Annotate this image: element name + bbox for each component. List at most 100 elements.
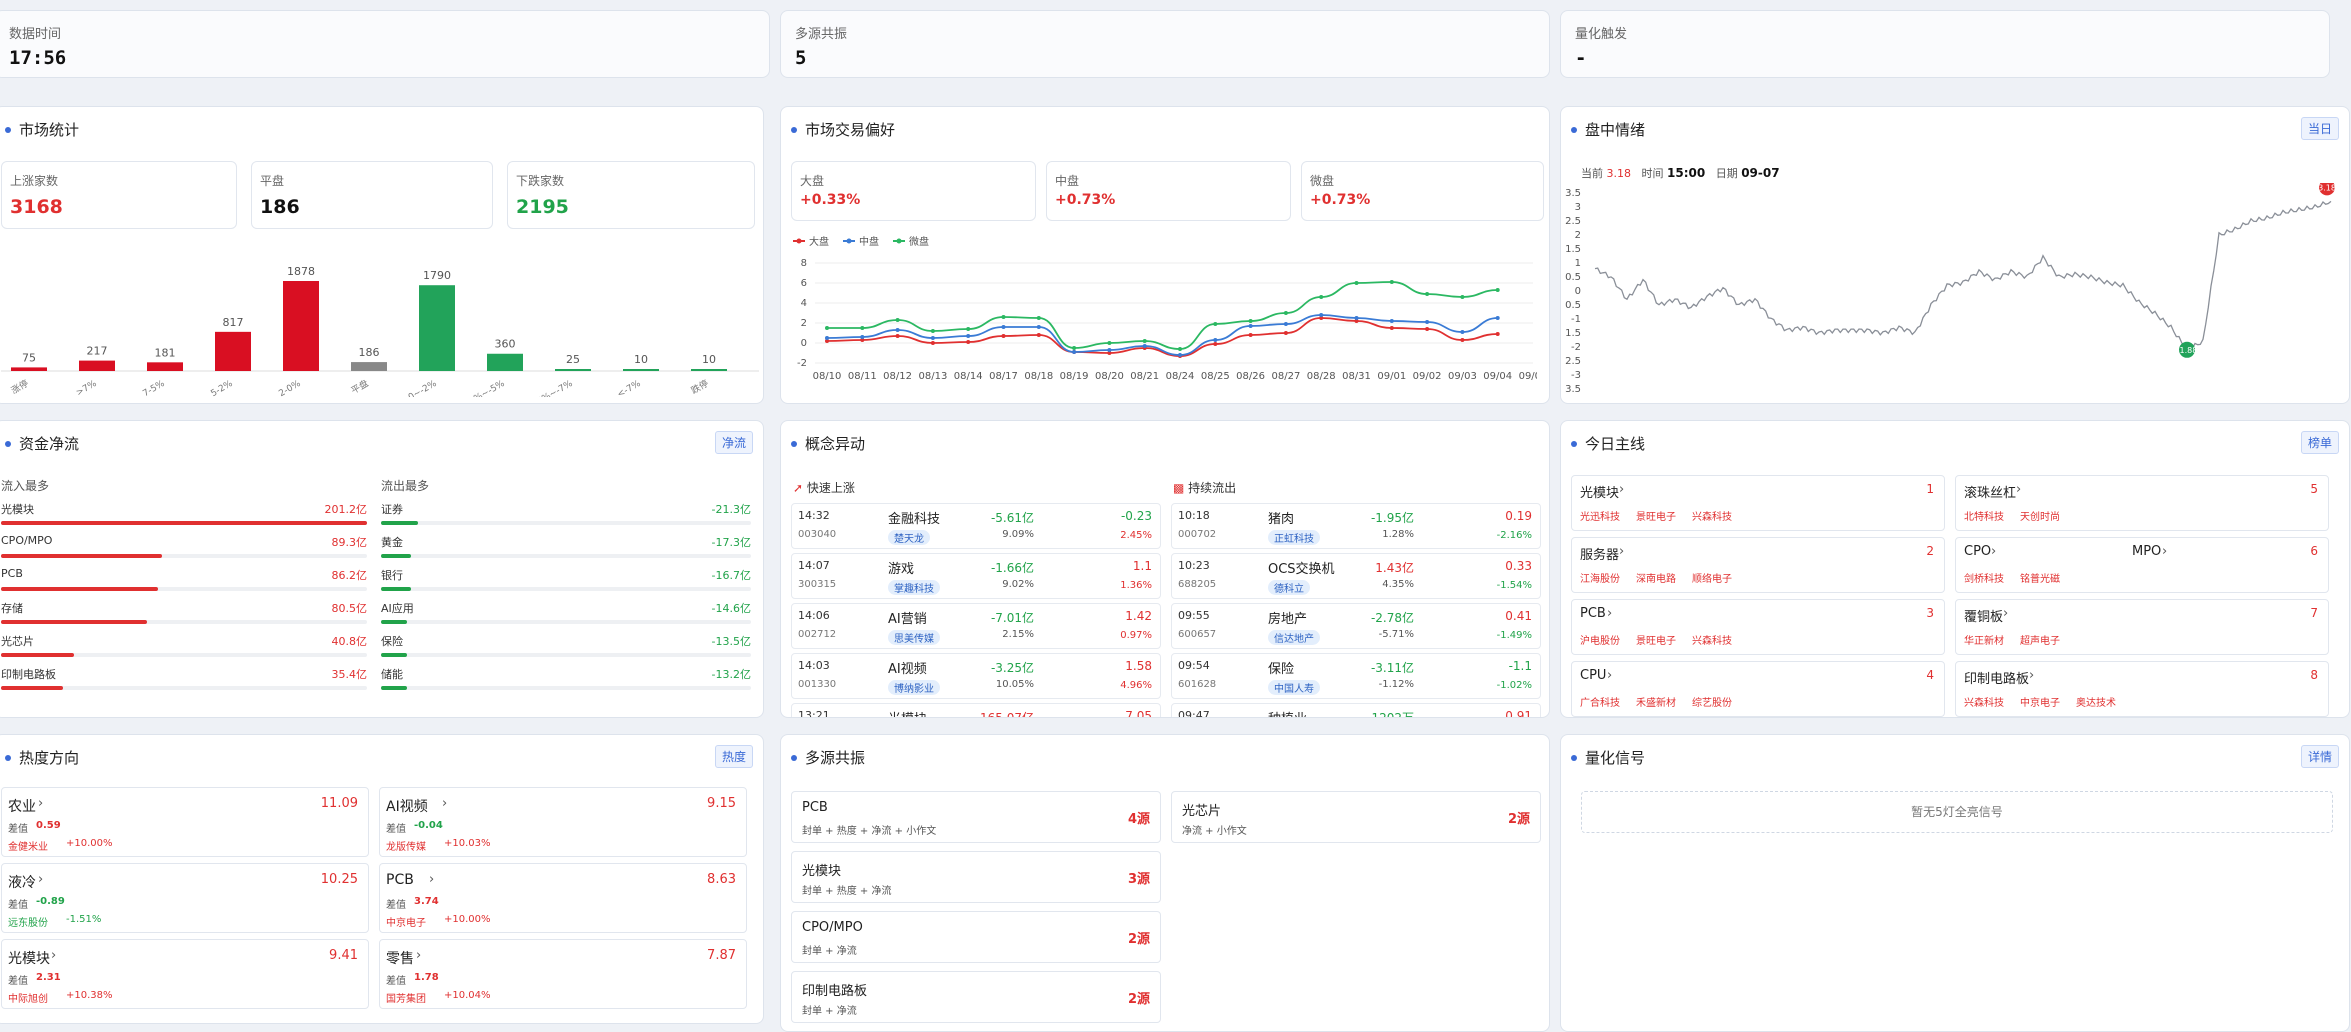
bar-value-label: 10 (634, 353, 648, 366)
series-point (930, 341, 935, 345)
quant-tag-button[interactable]: 详情 (2300, 745, 2339, 768)
heat-tag-button[interactable]: 热度 (714, 745, 753, 768)
fast-row[interactable]: 14:32 003040 金融科技 楚天龙 -5.61亿 9.09% -0.23 2.45% (791, 503, 1161, 549)
x-tick-label: 08/20 (1095, 371, 1124, 382)
inflow-row[interactable]: 光模块 201.2亿 (1, 497, 367, 527)
y-tick-label: 1.5 (1565, 244, 1581, 255)
mainline-item[interactable]: CPO › MPO › 6 剑桥科技 铭普光磁 (1955, 537, 2329, 593)
bar-value-label: 10 (702, 353, 716, 366)
out-row[interactable]: 09:55 600657 房地产 信达地产 -2.78亿 -5.71% 0.41 -1.49% (1171, 603, 1541, 649)
bar-category-label: 2-0% (277, 379, 303, 397)
bar-value-label: 186 (359, 346, 380, 359)
time-label: 时间 (1641, 167, 1664, 180)
fast-rise-title: 快速上涨 (806, 481, 855, 495)
outflow-name: 保险 (381, 635, 403, 648)
inflow-row[interactable]: 存储 80.5亿 (1, 596, 367, 626)
row-change: 1.42 (1125, 609, 1152, 623)
row-change: -1.1 (1508, 659, 1532, 673)
multi-source-item[interactable]: 光芯片 净流 + 小作文 2源 (1171, 791, 1541, 843)
row-time: 09:54 (1178, 659, 1210, 672)
outflow-row[interactable]: 黄金 -17.3亿 (381, 530, 751, 560)
series-point (1283, 311, 1288, 315)
heat-diff-value: 3.74 (414, 896, 439, 907)
mainline-stock: 北特科技 (1964, 512, 2004, 523)
outflow-row[interactable]: AI应用 -14.6亿 (381, 596, 751, 626)
multi-source-item[interactable]: 光模块 封单 + 热度 + 净流 3源 (791, 851, 1161, 903)
multi-source-value: 5 (795, 47, 807, 69)
bar (487, 353, 523, 371)
out-row[interactable]: 09:54 601628 保险 中国人寿 -3.11亿 -1.12% -1.1 -1.02% (1171, 653, 1541, 699)
heat-name: 零售 (386, 951, 414, 967)
row-time: 10:18 (1178, 509, 1210, 522)
fast-row[interactable]: 14:07 300315 游戏 掌趣科技 -1.66亿 9.02% 1.1 1.36% (791, 553, 1161, 599)
heat-stock-pct: +10.00% (444, 914, 491, 925)
chevron-right-icon: › (1607, 668, 1613, 683)
out-row[interactable]: 10:23 688205 OCS交换机 德科立 1.43亿 4.35% 0.33 -1.54% (1171, 553, 1541, 599)
heat-item[interactable]: 光模块 › 9.41 差值 2.31 中际旭创 +10.38% (1, 939, 369, 1009)
fast-row[interactable]: 14:03 001330 AI视频 博纳影业 -3.25亿 10.05% 1.58 4.96% (791, 653, 1161, 699)
inflow-row[interactable]: 光芯片 40.8亿 (1, 629, 367, 659)
multi-source-desc: 封单 + 净流 (802, 946, 857, 957)
heat-diff-label: 差值 (386, 900, 406, 911)
inflow-bar (1, 686, 64, 690)
heat-item[interactable]: PCB › 8.63 差值 3.74 中京电子 +10.00% (379, 863, 747, 933)
heat-item[interactable]: 液冷 › 10.25 差值 -0.89 远东股份 -1.51% (1, 863, 369, 933)
distribution-bar-chart: 75 涨停 217 >7% 181 7-5% 817 5-2% 1878 2-0% 186 平盘 179… (1, 265, 759, 397)
heat-item[interactable]: AI视频 › 9.15 差值 -0.04 龙版传媒 +10.03% (379, 787, 747, 857)
row-time: 13:21 (798, 709, 830, 718)
heat-score: 9.41 (329, 948, 358, 963)
mainline-item[interactable]: 光模块 › 1 光迅科技 景旺电子 兴森科技 (1571, 475, 1945, 531)
heat-stock: 龙版传媒 (386, 842, 426, 853)
heat-item[interactable]: 零售 › 7.87 差值 1.78 国芳集团 +10.04% (379, 939, 747, 1009)
heat-diff-label: 差值 (8, 900, 28, 911)
row-stock-tag: 楚天龙 (888, 530, 930, 545)
out-row[interactable]: 10:18 000702 猪肉 正虹科技 -1.95亿 1.28% 0.19 -2.16% (1171, 503, 1541, 549)
outflow-value: -17.3亿 (711, 536, 751, 549)
mainline-item[interactable]: 印制电路板 › 8 兴森科技 中京电子 奥达技术 (1955, 661, 2329, 717)
fast-row[interactable]: 14:06 002712 AI营销 思美传媒 -7.01亿 2.15% 1.42 0.97% (791, 603, 1161, 649)
intraday-tag-button[interactable]: 当日 (2300, 117, 2339, 140)
current-value: 3.18 (1606, 167, 1632, 180)
inflow-row[interactable]: CPO/MPO 89.3亿 (1, 530, 367, 560)
fund-flow-tag-button[interactable]: 净流 (714, 431, 753, 454)
outflow-row[interactable]: 保险 -13.5亿 (381, 629, 751, 659)
heat-diff-value: 2.31 (36, 972, 61, 983)
outflow-row[interactable]: 证券 -21.3亿 (381, 497, 751, 527)
y-tick-label: 0 (801, 338, 807, 349)
bar-category-label: -2%~-5% (465, 379, 507, 397)
fast-row[interactable]: 13:21 光模块 165.07亿 7.05 (791, 703, 1161, 718)
mainline-item[interactable]: CPU › 4 广合科技 禾盛新材 综艺股份 (1571, 661, 1945, 717)
mainline-item[interactable]: 滚珠丝杠 › 5 北特科技 天创时尚 (1955, 475, 2329, 531)
y-tick-label: 4 (801, 298, 807, 309)
out-row[interactable]: 09:47 种植业 -1202万 0.91 (1171, 703, 1541, 717)
mainline-item[interactable]: PCB › 3 沪电股份 景旺电子 兴森科技 (1571, 599, 1945, 655)
heat-item[interactable]: 农业 › 11.09 差值 0.59 金健米业 +10.00% (1, 787, 369, 857)
outflow-row[interactable]: 银行 -16.7亿 (381, 563, 751, 593)
outflow-value: -13.5亿 (711, 635, 751, 648)
multi-source-item[interactable]: PCB 封单 + 热度 + 净流 + 小作文 4源 (791, 791, 1161, 843)
row-change: 7.05 (1125, 709, 1152, 718)
mainline-stock: 兴森科技 (1692, 512, 1732, 523)
heat-title: 热度方向 (5, 747, 79, 768)
mainline-tag-button[interactable]: 榜单 (2300, 431, 2339, 454)
mainline-item[interactable]: 服务器 › 2 江海股份 深南电路 顺络电子 (1571, 537, 1945, 593)
inflow-row[interactable]: 印制电路板 35.4亿 (1, 662, 367, 692)
low-marker-label: -1.88 (2177, 346, 2198, 355)
x-tick-label: 08/24 (1166, 371, 1195, 382)
market-pref-title: 市场交易偏好 (791, 119, 895, 140)
bar-value-label: 817 (223, 316, 244, 329)
continuous-outflow-heading: ▩ 持续流出 (1173, 479, 1236, 496)
inflow-bar (1, 620, 148, 624)
outflow-row[interactable]: 储能 -13.2亿 (381, 662, 751, 692)
multi-source-card: 多源共振 5 (780, 10, 1550, 78)
mainline-item[interactable]: 覆铜板 › 7 华正新材 超声电子 (1955, 599, 2329, 655)
mainline-stock: 天创时尚 (2020, 512, 2060, 523)
outflow-heading: 流出最多 (381, 479, 430, 493)
inflow-row[interactable]: PCB 86.2亿 (1, 563, 367, 593)
multi-source-item[interactable]: CPO/MPO 封单 + 净流 2源 (791, 911, 1161, 963)
y-tick-label: 6 (801, 278, 807, 289)
multi-source-item[interactable]: 印制电路板 封单 + 净流 2源 (791, 971, 1161, 1023)
y-tick-label: -2 (1571, 342, 1581, 353)
mainline-stock: 深南电路 (1636, 574, 1676, 585)
series-point (1107, 341, 1112, 345)
